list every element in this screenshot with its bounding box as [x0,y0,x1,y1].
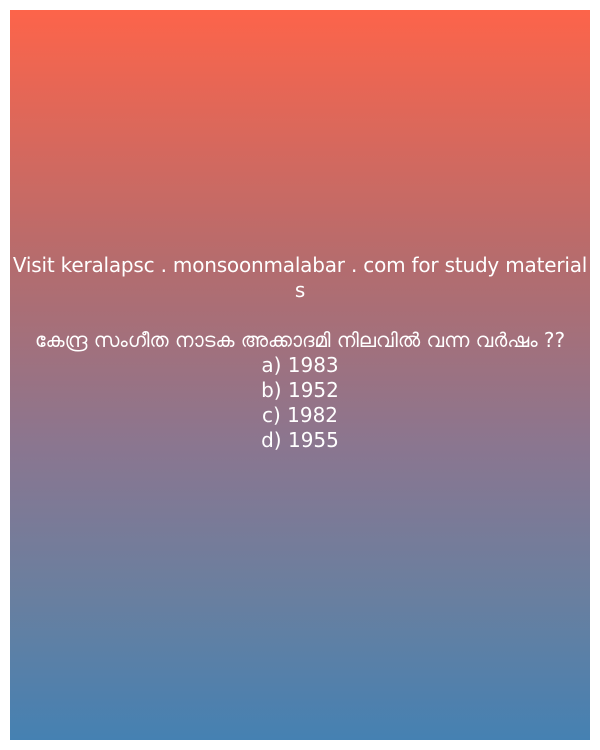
option-a: a) 1983 [261,353,339,377]
quiz-card: Visit keralapsc . monsoonmalabar . com f… [10,10,590,740]
option-c: c) 1982 [261,403,339,427]
spacer [10,303,590,328]
option-b: b) 1952 [261,378,339,402]
quiz-content: Visit keralapsc . monsoonmalabar . com f… [10,253,590,453]
promo-text: Visit keralapsc . monsoonmalabar . com f… [12,253,588,302]
question-text: കേന്ദ്ര സംഗീത നാടക അക്കാദമി നിലവിൽ വന്ന … [34,328,566,352]
option-d: d) 1955 [261,428,339,452]
